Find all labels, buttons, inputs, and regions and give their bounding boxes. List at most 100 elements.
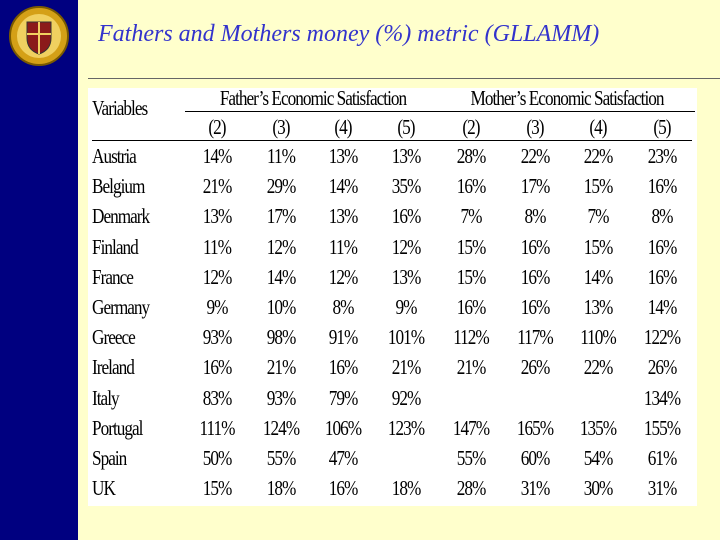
cell: 8% — [651, 204, 674, 229]
row-label: France — [92, 264, 134, 289]
column-header: (2) — [208, 115, 226, 139]
cell: 91% — [328, 325, 359, 350]
cell: 79% — [328, 385, 359, 410]
cell: 10% — [266, 295, 297, 319]
column-header: (4) — [589, 115, 607, 139]
cell: 28% — [456, 476, 487, 501]
cell: 21% — [391, 355, 422, 380]
cell: 98% — [266, 325, 297, 350]
cell: 122% — [643, 325, 681, 350]
cell: 155% — [643, 415, 681, 440]
cell: 13% — [202, 204, 233, 229]
table: Variables Father’s Economic Satisfaction M… — [88, 86, 697, 506]
cell: 22% — [583, 144, 614, 168]
cell: 16% — [520, 295, 551, 319]
cell: 55% — [266, 446, 297, 470]
cell: 16% — [647, 264, 678, 289]
slide-title: Fathers and Mothers money (%) metric (GL… — [98, 21, 600, 47]
cell: 13% — [391, 144, 422, 168]
cell: 16% — [520, 234, 551, 259]
cell: 30% — [583, 476, 614, 501]
cell: 16% — [328, 355, 359, 380]
cell: 26% — [520, 355, 551, 380]
cell: 17% — [520, 174, 551, 199]
cell: 12% — [266, 234, 297, 259]
cell: 16% — [456, 295, 487, 319]
column-header: (3) — [526, 115, 544, 139]
row-label: Germany — [92, 295, 150, 319]
cell: 16% — [520, 264, 551, 289]
cell: 8% — [524, 204, 547, 229]
row-label: Denmark — [92, 204, 150, 229]
cell: 35% — [391, 174, 422, 199]
cell: 15% — [583, 174, 614, 199]
cell: 13% — [328, 204, 359, 229]
cell: 83% — [202, 385, 233, 410]
cell: 54% — [583, 446, 614, 470]
cell: 16% — [391, 204, 422, 229]
cell: 124% — [262, 415, 300, 440]
cell: 13% — [391, 264, 422, 289]
cell: 9% — [395, 295, 418, 319]
row-label: Finland — [92, 234, 139, 259]
cell: 123% — [387, 415, 425, 440]
row-label: Italy — [92, 385, 120, 410]
cell: 111% — [199, 415, 236, 440]
cell: 14% — [328, 174, 359, 199]
cell: 165% — [516, 415, 554, 440]
cell: 110% — [580, 325, 617, 350]
cell: 11% — [267, 144, 296, 168]
cell: 14% — [266, 264, 297, 289]
header-underline — [439, 111, 695, 112]
cell: 18% — [266, 476, 297, 501]
cell: 9% — [206, 295, 229, 319]
cell: 22% — [520, 144, 551, 168]
cell: 15% — [456, 264, 487, 289]
cell: 55% — [456, 446, 487, 470]
cell: 7% — [587, 204, 610, 229]
cell: 147% — [452, 415, 490, 440]
cell: 15% — [583, 234, 614, 259]
cell: 117% — [517, 325, 554, 350]
cell: 8% — [332, 295, 355, 319]
cell: 93% — [266, 385, 297, 410]
column-header: (3) — [272, 115, 290, 139]
cell: 11% — [203, 234, 232, 259]
cell: 12% — [328, 264, 359, 289]
cell: 12% — [202, 264, 233, 289]
cell: 135% — [579, 415, 617, 440]
column-header: (5) — [653, 115, 671, 139]
column-header: (2) — [462, 115, 480, 139]
cell: 21% — [202, 174, 233, 199]
cell: 16% — [647, 174, 678, 199]
cell: 18% — [391, 476, 422, 501]
cell: 21% — [456, 355, 487, 380]
cell: 16% — [328, 476, 359, 501]
header-underline — [92, 140, 692, 141]
cell: 29% — [266, 174, 297, 199]
cell: 93% — [202, 325, 233, 350]
cell: 14% — [202, 144, 233, 168]
row-label: Spain — [92, 446, 127, 470]
cell: 11% — [329, 234, 358, 259]
row-label: Belgium — [92, 174, 145, 199]
title-rule — [88, 78, 720, 79]
cell: 21% — [266, 355, 297, 380]
cell: 16% — [202, 355, 233, 380]
cell: 17% — [266, 204, 297, 229]
cell: 60% — [520, 446, 551, 470]
cell: 23% — [647, 144, 678, 168]
header-underline — [185, 111, 441, 112]
logo — [9, 6, 69, 66]
logo-cross — [27, 22, 51, 54]
row-label: Greece — [92, 325, 136, 350]
cell: 13% — [328, 144, 359, 168]
cell: 15% — [202, 476, 233, 501]
sidebar — [0, 0, 78, 540]
column-header: (4) — [334, 115, 352, 139]
cell: 92% — [391, 385, 422, 410]
row-label: Portugal — [92, 415, 143, 440]
cell: 14% — [647, 295, 678, 319]
cell: 16% — [647, 234, 678, 259]
